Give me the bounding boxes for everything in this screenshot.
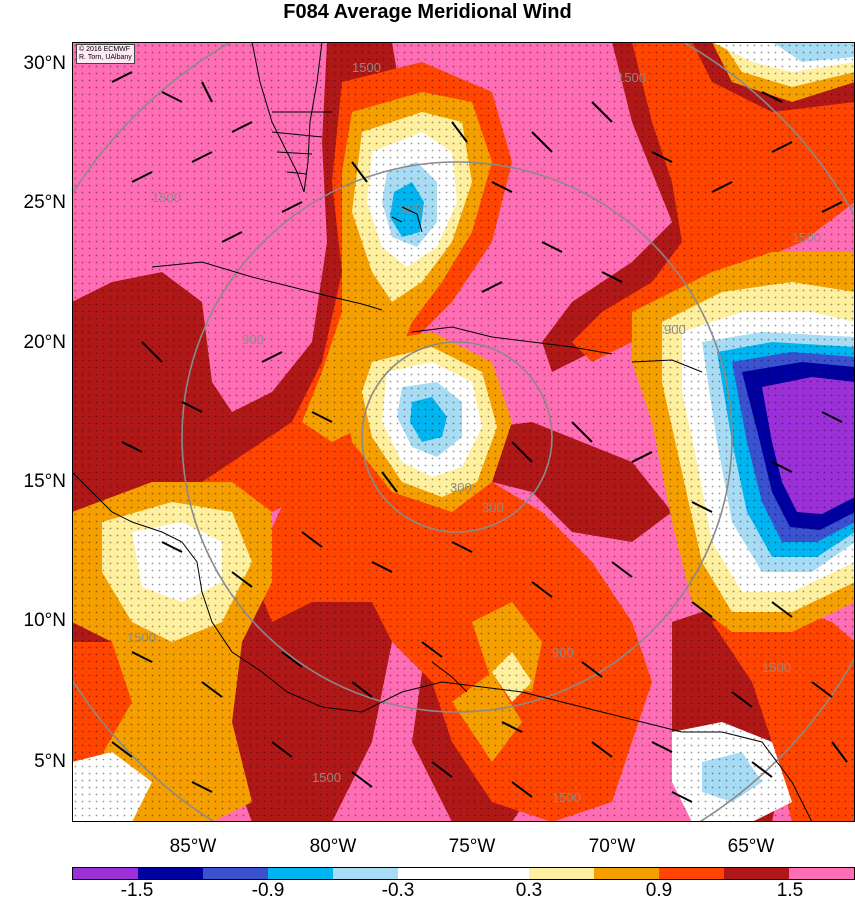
lat-label-30n: 30°N — [23, 53, 66, 74]
colorbar-label-neg1-5: -1.5 — [120, 880, 154, 901]
ring-labels: 300 300 900 900 900 900 1500 1500 1500 1… — [127, 60, 821, 805]
coast-puertorico — [631, 359, 703, 373]
lon-label-65w: 65°W — [727, 836, 775, 857]
colorbar-swatch — [723, 868, 789, 879]
ring-label-1500d: 1500 — [792, 230, 821, 245]
coastlines — [72, 42, 813, 822]
ring-label-1500f: 1500 — [312, 770, 341, 785]
coast-hispaniola — [411, 326, 613, 355]
colorbar-label-neg0-9: -0.9 — [251, 880, 285, 901]
colorbar-label-neg0-3: -0.3 — [381, 880, 415, 901]
ring-label-1500c: 1500 — [152, 190, 181, 205]
colorbar-label-1-5: 1.5 — [776, 880, 804, 901]
lon-label-80w: 80°W — [309, 836, 357, 857]
colorbar — [72, 867, 855, 880]
coast-cuba — [151, 261, 383, 311]
colorbar-labels: -1.5 -0.9 -0.3 0.3 0.9 1.5 — [72, 880, 855, 901]
colorbar-swatch — [463, 868, 529, 879]
ring-label-900a: 900 — [400, 202, 422, 217]
coast-central-america — [72, 471, 722, 733]
colorbar-label-0-3: 0.3 — [515, 880, 543, 901]
colorbar-swatch — [138, 868, 204, 879]
lon-label-75w: 75°W — [448, 836, 496, 857]
colorbar-swatch — [528, 868, 594, 879]
coast-bahamas — [391, 206, 423, 233]
significance-stipple — [72, 42, 855, 822]
map-panel: 300 300 900 900 900 900 1500 1500 1500 1… — [72, 42, 855, 822]
lat-label-10n: 10°N — [23, 610, 66, 631]
ring-label-900b: 900 — [664, 322, 686, 337]
ring-label-900c: 900 — [242, 332, 264, 347]
ring-300 — [361, 341, 553, 533]
colorbar-label-0-9: 0.9 — [645, 880, 673, 901]
colorbar-swatch — [268, 868, 334, 879]
coast-south-america — [721, 731, 813, 822]
ring-label-1500e: 1500 — [127, 630, 156, 645]
lon-label-70w: 70°W — [588, 836, 636, 857]
wind-barbs — [111, 71, 848, 803]
ring-label-1500a: 1500 — [352, 60, 381, 75]
colorbar-swatch — [658, 868, 724, 879]
ring-900 — [181, 161, 733, 713]
lat-label-15n: 15°N — [23, 471, 66, 492]
lat-label-5n: 5°N — [34, 751, 66, 772]
map-title: F084 Average Meridional Wind — [283, 1, 572, 23]
colorbar-swatch — [788, 868, 854, 879]
colorbar-swatch — [203, 868, 269, 879]
coast-florida — [251, 42, 323, 193]
lat-label-20n: 20°N — [23, 332, 66, 353]
range-rings — [72, 42, 855, 822]
ring-label-300b: 300 — [482, 500, 504, 515]
ring-label-900d: 900 — [552, 645, 574, 660]
lon-label-85w: 85°W — [169, 836, 217, 857]
coast-panama — [431, 661, 468, 693]
copyright-line-1: © 2016 ECMWF — [79, 46, 131, 53]
colorbar-swatch — [73, 868, 139, 879]
ring-label-300: 300 — [450, 480, 472, 495]
colorbar-swatch — [398, 868, 464, 879]
colorbar-swatch — [333, 868, 399, 879]
lat-label-25n: 25°N — [23, 192, 66, 213]
copyright-line-2: R. Torn, UAlbany — [79, 54, 132, 61]
ring-label-1500g: 1500 — [552, 790, 581, 805]
ring-label-1500b: 1500 — [617, 70, 646, 85]
colorbar-swatch — [593, 868, 659, 879]
map-svg: 300 300 900 900 900 900 1500 1500 1500 1… — [72, 42, 855, 822]
copyright-box: © 2016 ECMWF R. Torn, UAlbany — [76, 44, 135, 64]
ring-label-1500h: 1500 — [762, 660, 791, 675]
florida-counties — [271, 111, 332, 175]
